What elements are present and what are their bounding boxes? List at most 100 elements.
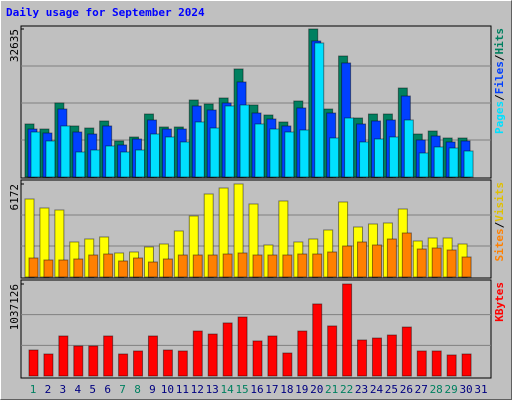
bar [73,345,84,377]
bar [371,337,382,377]
bar [299,129,310,178]
x-tick-label: 12 [191,383,204,396]
bar [207,254,218,278]
bar [239,104,250,178]
chart-title: Daily usage for September 2024 [6,6,205,19]
bar [237,252,248,278]
bar [192,330,203,377]
legend-entry: Sites [493,228,506,261]
x-tick-label: 21 [325,383,338,396]
bar [267,335,278,377]
bar [342,245,353,278]
bar [88,345,99,377]
bar [461,353,472,377]
bar [75,151,86,178]
bar [403,119,414,178]
x-tick-label: 9 [149,383,156,396]
bar [105,145,116,178]
bar [297,330,308,377]
bar [133,350,144,377]
x-tick-label: 23 [355,383,368,396]
bar [28,349,39,377]
y-tick-label: 6172 [8,184,21,211]
legend-separator: / [493,94,506,101]
bar [118,260,129,278]
legend-entry: Visits [493,182,506,222]
bar [164,136,175,178]
bar [43,353,54,377]
x-tick-label: 4 [74,383,81,396]
bar [177,350,188,377]
bar [120,151,131,178]
bar [149,133,160,178]
x-tick-label: 30 [459,383,472,396]
bar [267,254,278,278]
bar [312,303,323,377]
bar [401,232,412,278]
legend: Sites/Visits [493,182,506,262]
x-tick-label: 27 [415,383,428,396]
bar [207,333,218,377]
bar [177,254,188,278]
bar [312,253,323,278]
y-tick-label: 32635 [8,29,21,62]
bar [103,335,114,377]
bar [344,117,355,178]
legend: KBytes [493,282,506,322]
x-tick-label: 24 [370,383,384,396]
bar [209,127,220,178]
bar [222,253,233,278]
x-tick-label: 8 [134,383,141,396]
x-tick-label: 7 [119,383,126,396]
bar [297,253,308,278]
bar [386,238,397,278]
legend: Pages/Files/Hits [493,28,506,134]
bar [282,352,293,377]
x-tick-label: 10 [161,383,174,396]
legend-separator: / [493,221,506,228]
bar [373,138,384,178]
bar [284,131,295,178]
x-tick-label: 19 [295,383,308,396]
x-tick-label: 28 [430,383,443,396]
bar [388,136,399,178]
bar [192,254,203,278]
legend-entry: Hits [493,28,506,55]
bar [135,149,146,178]
bar [446,354,457,377]
x-tick-label: 18 [280,383,293,396]
bar [45,140,56,178]
bar [329,137,340,178]
bar [194,121,205,178]
bar [162,258,173,278]
x-tick-label: 6 [104,383,111,396]
x-tick-label: 31 [474,383,487,396]
bar [416,248,427,278]
bar [28,257,39,278]
bar [252,254,263,278]
y-tick-label: 1037126 [8,284,21,330]
bar [342,283,353,377]
bar [147,261,158,278]
x-tick-label: 16 [250,383,263,396]
bar [147,335,158,377]
bar [446,249,457,278]
bar [386,334,397,377]
x-tick-label: 1 [30,383,37,396]
bar [431,350,442,377]
bar [357,339,368,377]
bar [224,105,235,178]
bar [118,353,129,377]
x-tick-label: 2 [45,383,52,396]
x-tick-label: 29 [445,383,458,396]
bar [90,149,101,178]
bar [162,349,173,377]
bar [327,251,338,278]
bar [133,257,144,278]
bar [357,241,368,278]
x-tick-label: 3 [60,383,67,396]
bar [43,259,54,278]
bar [103,253,114,278]
